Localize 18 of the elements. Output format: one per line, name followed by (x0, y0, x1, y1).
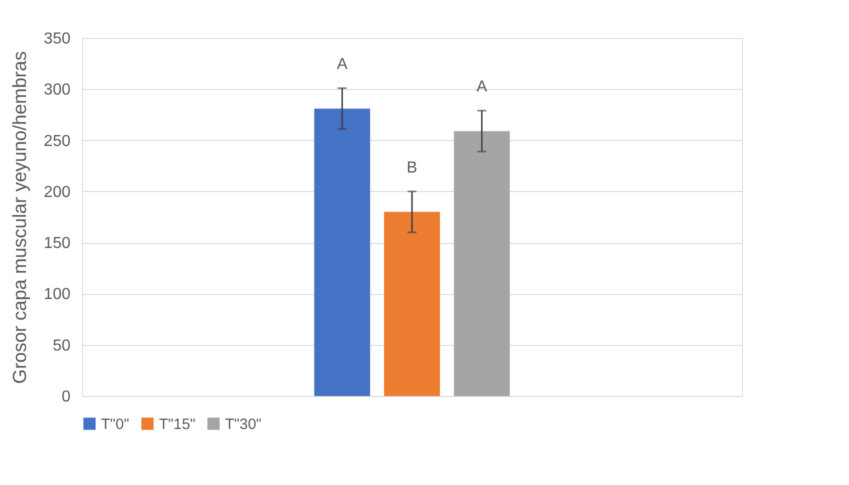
legend-label: T"30" (225, 416, 262, 433)
y-tick-label: 50 (52, 337, 71, 354)
y-tick-label: 350 (44, 30, 71, 48)
annotation: A (336, 56, 348, 74)
bar (454, 131, 510, 396)
legend-label: T"15" (159, 416, 196, 433)
bar (384, 212, 440, 396)
y-tick-label: 200 (44, 184, 71, 201)
legend-label: T"0" (101, 416, 130, 433)
y-tick-label: 100 (44, 286, 71, 304)
y-tick-label: 250 (44, 132, 71, 150)
annotation: B (406, 159, 418, 176)
y-tick-label: 150 (44, 235, 71, 252)
y-tick-label: 300 (44, 82, 71, 99)
y-tick-label: 0 (62, 388, 71, 406)
annotation: A (476, 78, 488, 96)
bar (314, 108, 370, 396)
y-axis-title: Grosor capa muscular yeyuno/hembras (10, 51, 31, 384)
